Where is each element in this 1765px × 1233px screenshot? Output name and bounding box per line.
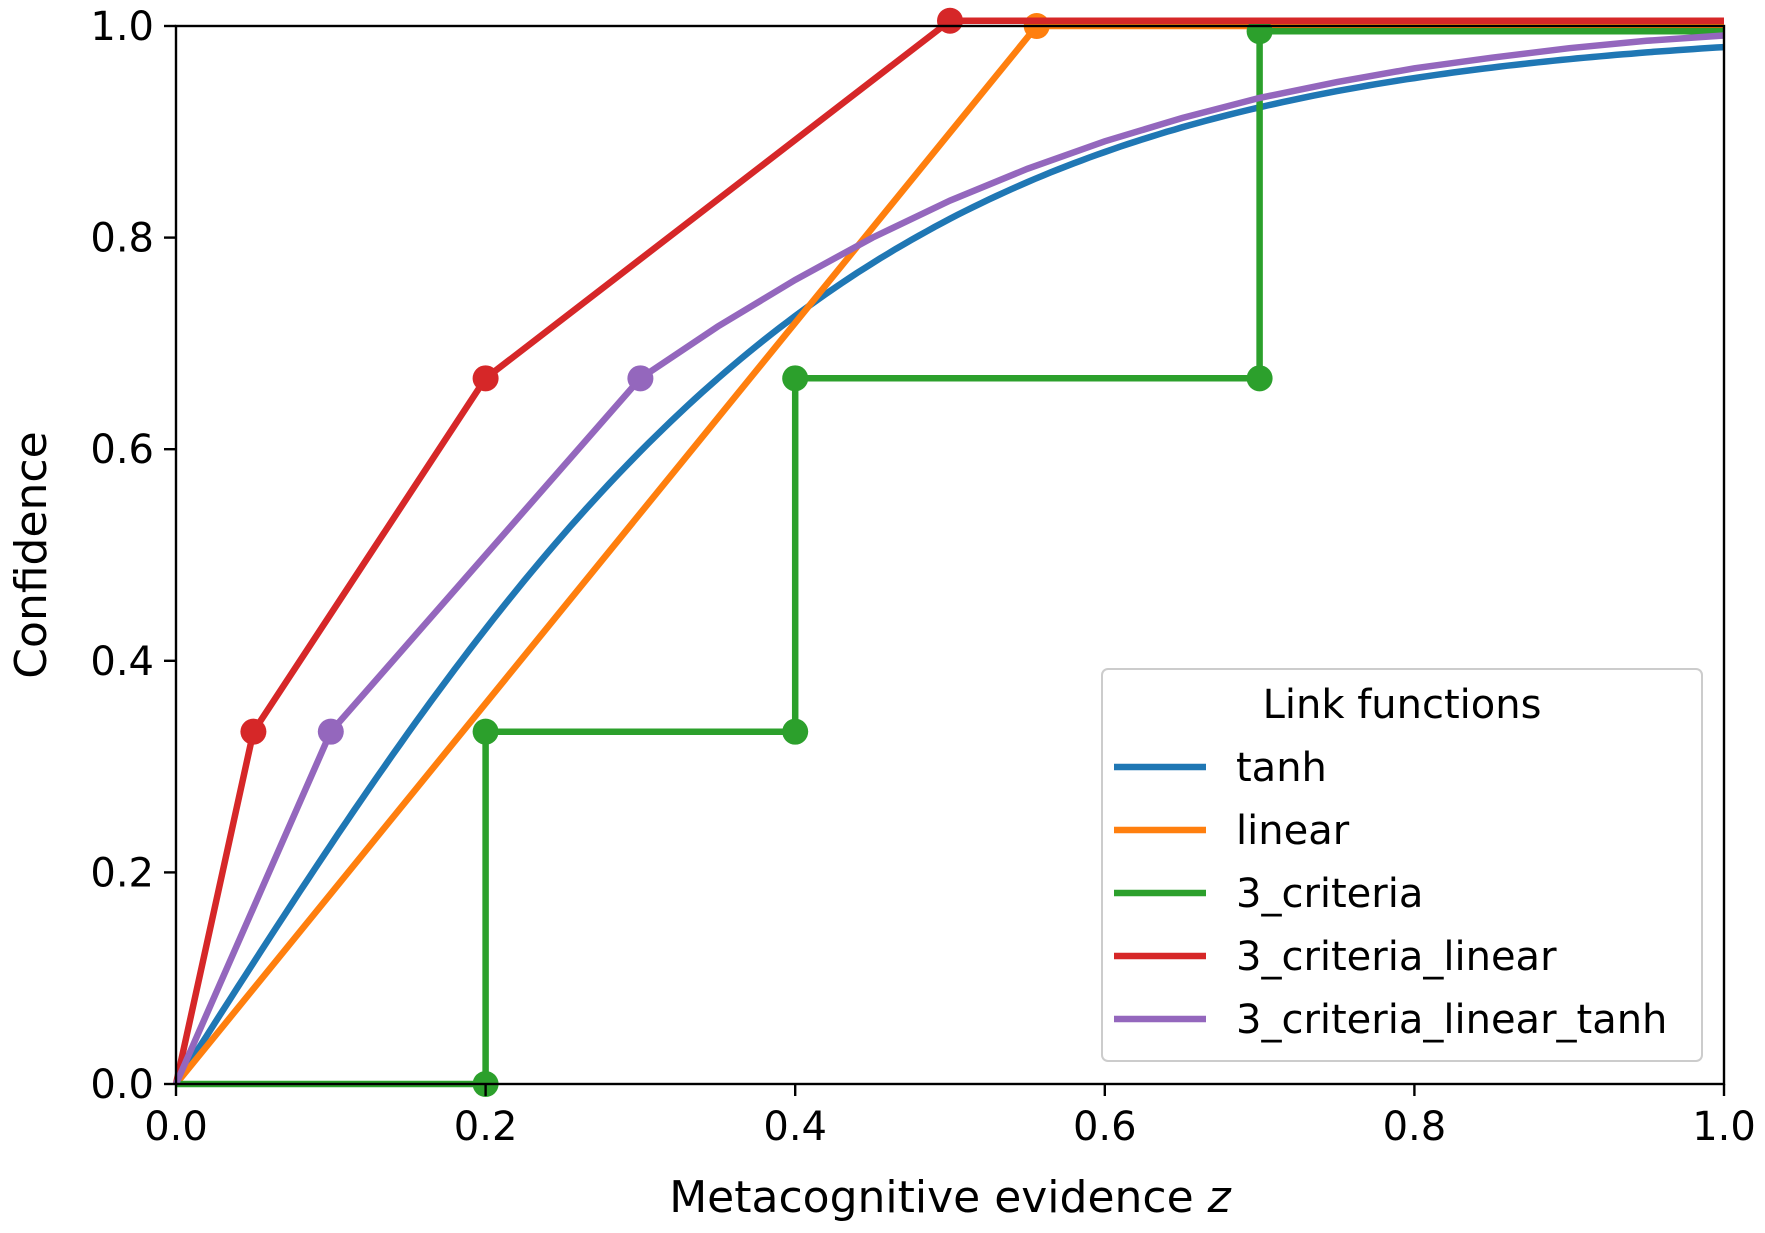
series-line-3-criteria-linear-tanh [173,32,1725,1086]
x-tick-label: 1.0 [1692,1104,1756,1150]
y-tick-label: 0.4 [90,639,154,685]
point-marker-3-criteria [472,718,499,745]
point-marker-3-criteria-linear [472,365,499,392]
y-tick-label: 0.2 [90,850,154,896]
point-marker-3-criteria-linear [937,7,963,34]
point-marker-3-criteria-linear [240,718,267,745]
y-axis-label: Confidence [6,431,57,678]
point-marker-3-criteria [1246,365,1273,392]
legend-title: Link functions [1263,682,1542,728]
x-axis-label-variable: z [1207,1172,1232,1223]
y-tick-label: 0.8 [90,216,154,262]
x-axis: 0.0 0.2 0.4 0.6 0.8 1.0 [144,1084,1756,1150]
point-marker-3-criteria-linear-tanh [317,718,344,745]
legend-entry-label: 3_criteria_linear_tanh [1236,997,1667,1043]
series-line-3-criteria [176,28,1724,1088]
x-axis-label-text: Metacognitive evidence [669,1172,1207,1223]
x-tick-label: 0.8 [1383,1104,1447,1150]
y-tick-label: 0.0 [90,1062,154,1108]
point-marker-3-criteria-linear-tanh [627,365,654,392]
y-tick-label: 1.0 [90,4,154,50]
x-tick-label: 0.0 [144,1104,208,1150]
x-axis-label: Metacognitive evidence z [669,1172,1231,1223]
series-line-tanh [173,43,1725,1086]
x-tick-label: 0.2 [454,1104,518,1150]
legend-entries: tanh linear 3_criteria 3_criteria_linear 3_c… [1114,745,1667,1043]
legend-box [1101,668,1703,1062]
y-axis: 0.0 0.2 0.4 0.6 0.8 1.0 [90,4,176,1108]
x-tick-label: 0.4 [763,1104,827,1150]
legend-entry-label: tanh [1236,745,1327,791]
plot-frame [174,24,1726,1086]
legend-entry-label: 3_criteria [1236,871,1423,917]
point-marker-3-criteria [782,718,809,745]
point-marker-3-criteria [782,365,809,392]
point-marker-3-criteria [1246,18,1273,45]
legend-entry-label: 3_criteria_linear [1236,934,1557,980]
x-tick-label: 0.6 [1073,1104,1137,1150]
legend: Link functions tanh linear 3_criteria 3_cri… [1101,668,1703,1062]
y-tick-label: 0.6 [90,427,154,473]
legend-entry-label: linear [1236,808,1350,854]
